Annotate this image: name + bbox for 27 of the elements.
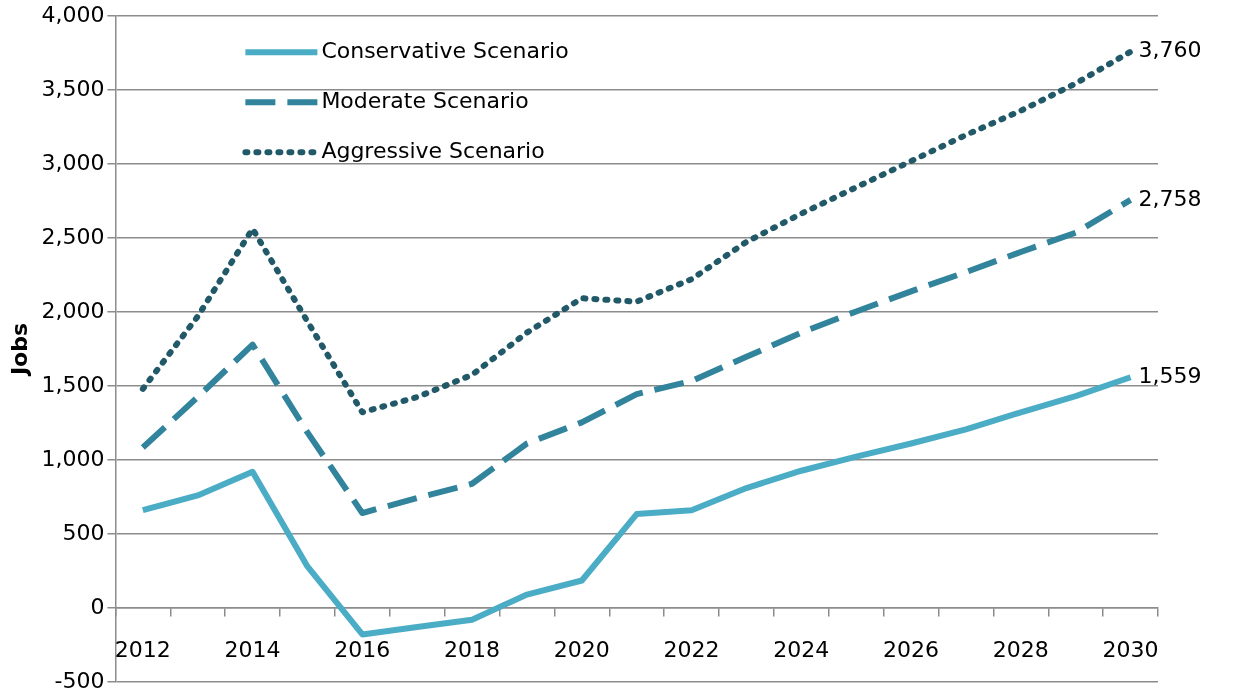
x-tick-label: 2024 xyxy=(773,636,830,662)
x-tick-label: 2012 xyxy=(114,636,171,662)
y-tick-label: -500 xyxy=(54,667,105,693)
y-tick-label: 0 xyxy=(90,593,105,619)
legend-label: Moderate Scenario xyxy=(321,87,529,113)
x-tick-label: 2014 xyxy=(224,636,281,662)
legend-label: Conservative Scenario xyxy=(321,37,569,63)
y-tick-label: 1,500 xyxy=(41,371,105,397)
x-tick-label: 2016 xyxy=(334,636,391,662)
y-tick-label: 3,000 xyxy=(41,149,105,175)
y-tick-label: 4,000 xyxy=(41,1,105,27)
data-label: 3,760 xyxy=(1138,37,1202,63)
y-tick-label: 3,500 xyxy=(41,75,105,101)
x-tick-label: 2028 xyxy=(992,636,1049,662)
x-tick-label: 2022 xyxy=(663,636,720,662)
y-tick-label: 1,000 xyxy=(41,445,105,471)
data-label: 2,758 xyxy=(1138,185,1202,211)
x-tick-label: 2030 xyxy=(1102,636,1159,662)
y-tick-label: 500 xyxy=(62,519,105,545)
x-tick-label: 2026 xyxy=(883,636,940,662)
legend-label: Aggressive Scenario xyxy=(321,137,545,163)
x-tick-label: 2020 xyxy=(553,636,610,662)
x-tick-label: 2018 xyxy=(444,636,501,662)
y-axis-title: Jobs xyxy=(6,322,32,378)
y-tick-label: 2,500 xyxy=(41,223,105,249)
data-label: 1,559 xyxy=(1138,362,1202,388)
y-tick-label: 2,000 xyxy=(41,297,105,323)
